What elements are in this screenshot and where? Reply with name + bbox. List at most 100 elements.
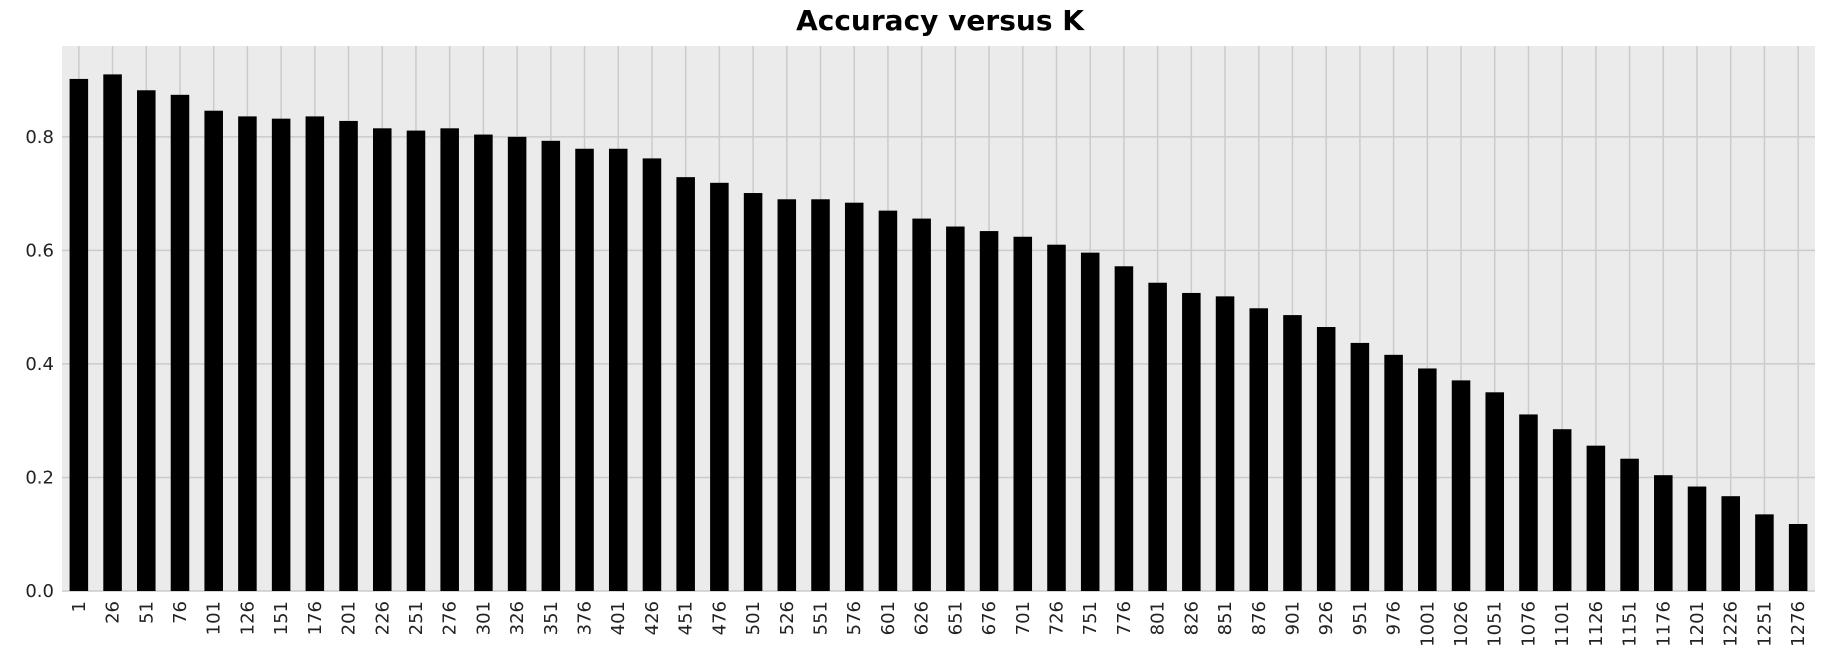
bar [878,210,898,591]
x-tick-label: 1151 [1620,601,1641,647]
bar [1283,315,1302,591]
bar [406,130,426,591]
x-tick-label: 601 [878,601,899,635]
y-tick-label: 0.2 [25,467,54,488]
bar [339,120,358,591]
bar [1148,282,1167,591]
bar [608,148,628,592]
bar [238,116,257,591]
x-tick-label: 326 [507,601,528,635]
x-tick-label: 751 [1080,601,1101,635]
chart-title: Accuracy versus K [796,4,1085,37]
x-tick-label: 676 [979,601,1000,635]
x-tick-label: 926 [1316,601,1337,635]
x-tick-label: 726 [1046,601,1067,635]
x-tick-label: 1101 [1552,601,1573,647]
bar [271,118,291,592]
bar [69,78,89,592]
bar [1350,342,1370,591]
x-tick-label: 1126 [1586,601,1607,647]
x-tick-label: 201 [339,601,360,635]
plot-area [62,46,1815,591]
y-tick-label: 0.8 [25,127,54,148]
bar [103,74,122,591]
x-tick-label: 526 [777,601,798,635]
x-tick-label: 276 [440,601,461,635]
x-tick-label: 776 [1114,601,1135,635]
x-tick-label: 1 [69,601,90,612]
bar [1316,327,1336,591]
x-tick-label: 1201 [1687,601,1708,647]
bar [1182,292,1201,591]
bar [676,177,695,591]
x-tick-label: 1276 [1788,601,1809,647]
x-tick-labels: 1 26 51 76 101 126 151 176 201 226 251 276 301 326 351… [69,601,1809,647]
bar [372,128,392,592]
x-tick-label: 1051 [1485,601,1506,647]
x-tick-label: 376 [575,601,596,635]
bar [811,199,830,591]
x-tick-label: 651 [945,601,966,635]
bar [1721,496,1740,591]
bar [946,226,965,591]
bar [1552,429,1572,591]
bar [1451,380,1471,591]
x-tick-label: 501 [743,601,764,635]
x-tick-label: 801 [1148,601,1169,635]
x-tick-label: 576 [844,601,865,635]
x-tick-label: 401 [608,601,629,635]
x-tick-label: 351 [541,601,562,635]
x-tick-label: 126 [237,601,258,635]
y-tick-label: 0.0 [25,581,54,602]
bar [1586,445,1606,591]
bar [912,218,931,592]
bar [1519,414,1538,591]
bar [777,199,797,591]
bar [575,148,594,592]
bar [979,231,999,591]
bar [1215,296,1235,591]
bar [1788,524,1808,591]
x-tick-label: 1226 [1721,601,1742,647]
x-tick-label: 1076 [1518,601,1539,647]
x-tick-label: 101 [204,601,225,635]
x-tick-label: 876 [1249,601,1270,635]
bar [541,140,561,591]
bar [1687,486,1707,591]
bar [710,182,729,592]
x-tick-label: 901 [1282,601,1303,635]
bar [507,136,527,592]
x-tick-label: 826 [1181,601,1202,635]
bar [1418,368,1437,591]
x-tick-label: 476 [709,601,730,635]
x-tick-label: 76 [170,601,191,624]
bar [1654,475,1673,591]
bar [844,202,864,591]
bar [1384,354,1403,591]
x-tick-label: 426 [642,601,663,635]
bar [1755,514,1774,591]
x-tick-label: 176 [305,601,326,635]
bar [474,134,493,591]
y-tick-labels: 0.0 0.2 0.4 0.6 0.8 [25,127,54,602]
x-tick-label: 976 [1384,601,1405,635]
bar [137,90,156,591]
x-tick-label: 951 [1350,601,1371,635]
x-tick-label: 226 [372,601,393,635]
x-tick-label: 151 [271,601,292,635]
y-tick-label: 0.4 [25,354,54,375]
bar [642,158,662,591]
bar [305,116,325,591]
x-tick-label: 851 [1215,601,1236,635]
bar [170,94,190,592]
x-tick-label: 626 [912,601,933,635]
x-tick-label: 301 [473,601,494,635]
x-tick-label: 1251 [1754,601,1775,647]
bar [1620,458,1639,591]
x-tick-label: 451 [676,601,697,635]
x-tick-label: 1176 [1653,601,1674,647]
bar [743,193,763,592]
bar [204,110,223,591]
bar [1249,308,1269,591]
